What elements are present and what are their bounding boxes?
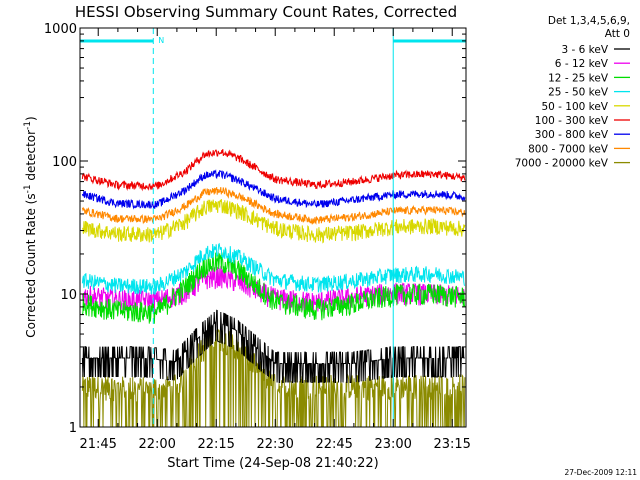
x-tick-label: 22:15 — [197, 437, 234, 452]
series-line-50-100-kev — [81, 199, 466, 244]
series-line-12-25-kev — [81, 252, 466, 324]
series-group — [81, 148, 466, 427]
x-tick-label: 22:45 — [315, 437, 352, 452]
legend-label: 25 - 50 keV — [548, 87, 609, 99]
x-tick-label: 22:30 — [256, 437, 293, 452]
legend-label: 50 - 100 keV — [541, 101, 608, 113]
legend-header: Att 0 — [605, 28, 630, 40]
y-axis-label: Corrected Count Rate (s-1 detector-1) — [23, 116, 38, 337]
legend-label: 800 - 7000 keV — [528, 143, 609, 155]
chart-title: HESSI Observing Summary Count Rates, Cor… — [75, 3, 457, 21]
y-axis-label-mid: detector — [24, 130, 38, 185]
legend-label: 3 - 6 keV — [561, 44, 608, 56]
y-tick-label: 10 — [60, 288, 77, 303]
axes-frame — [79, 27, 467, 428]
y-tick-label: 100 — [52, 155, 77, 170]
series-line-300-800-kev — [81, 169, 466, 210]
legend-label: 300 - 800 keV — [535, 129, 609, 141]
flag-label: N — [158, 36, 164, 45]
legend-label: 12 - 25 keV — [548, 72, 609, 84]
x-axis-label: Start Time (24-Sep-08 21:40:22) — [167, 456, 378, 471]
y-tick-label: 1000 — [44, 22, 77, 37]
series-line-100-300-kev — [81, 148, 466, 192]
legend: Det 1,3,4,5,6,9,Att 0 3 - 6 keV 6 - 12 keV… — [515, 15, 630, 170]
plot-area: N 1 10 100 1000 21:45 22:00 22:15 22:30 22:45 23:0… — [44, 22, 471, 452]
y-axis-label-main: Corrected Count Rate (s — [24, 193, 38, 337]
y-axis-label-end: ) — [24, 116, 38, 121]
y-tick-label: 1 — [69, 421, 77, 436]
legend-header: Det 1,3,4,5,6,9, — [548, 15, 630, 27]
x-tick-label: 23:15 — [433, 437, 470, 452]
x-tick-label: 21:45 — [79, 437, 116, 452]
timestamp: 27-Dec-2009 12:11 — [564, 468, 637, 477]
series-line-800-7000-kev — [81, 187, 466, 225]
legend-label: 100 - 300 keV — [535, 115, 609, 127]
x-tick-label: 23:00 — [374, 437, 411, 452]
x-tick-label: 22:00 — [138, 437, 175, 452]
legend-label: 7000 - 20000 keV — [515, 158, 609, 170]
series-line-3-6-kev — [81, 309, 465, 383]
y-axis-label-sup1: -1 — [23, 184, 33, 193]
series-line-25-50-kev — [81, 242, 466, 296]
y-axis-label-sup2: -1 — [23, 121, 33, 130]
legend-label: 6 - 12 keV — [555, 58, 609, 70]
